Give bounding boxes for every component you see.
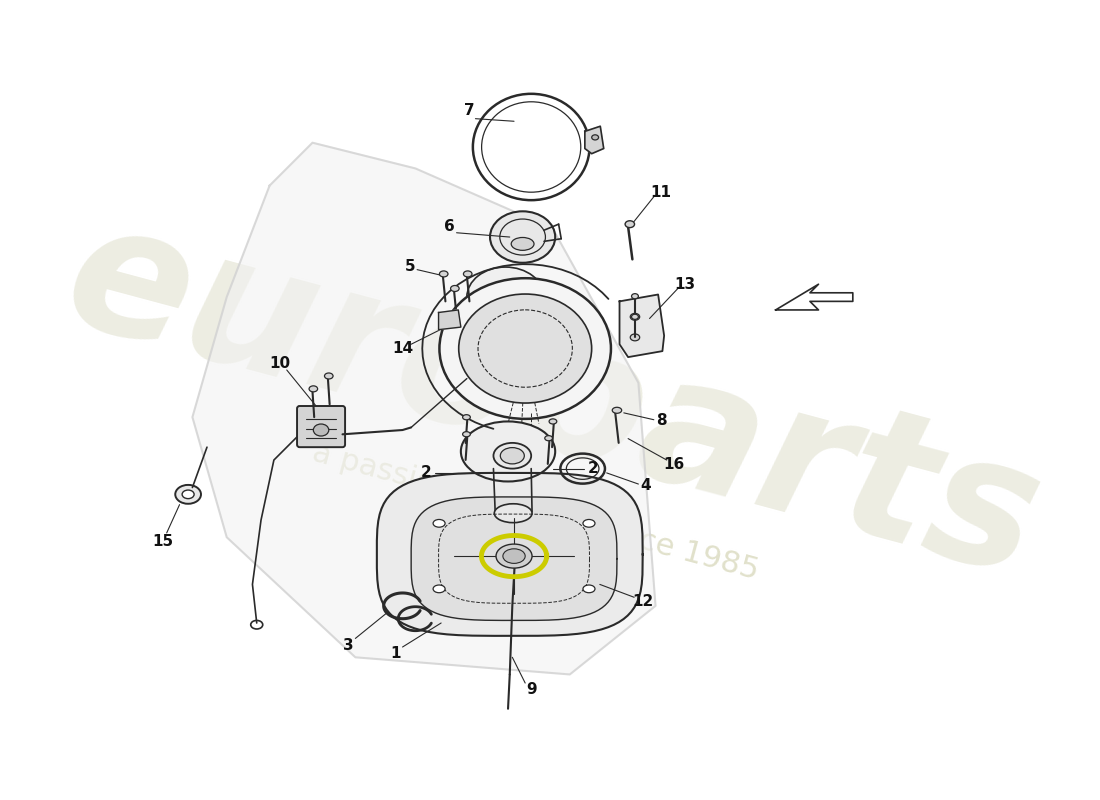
Ellipse shape (625, 221, 635, 228)
Ellipse shape (592, 135, 598, 140)
Ellipse shape (439, 278, 610, 419)
Text: 8: 8 (657, 413, 667, 428)
Ellipse shape (630, 334, 640, 341)
Polygon shape (377, 473, 642, 636)
Ellipse shape (496, 544, 532, 568)
Text: 2: 2 (420, 466, 431, 481)
Polygon shape (439, 310, 461, 330)
Ellipse shape (549, 419, 557, 424)
Text: 3: 3 (343, 638, 354, 653)
Ellipse shape (583, 519, 595, 527)
Ellipse shape (461, 422, 556, 482)
Ellipse shape (494, 443, 531, 469)
Ellipse shape (433, 585, 446, 593)
Ellipse shape (512, 238, 534, 250)
FancyBboxPatch shape (297, 406, 345, 447)
Text: 10: 10 (270, 357, 290, 371)
Ellipse shape (309, 386, 318, 392)
Text: 6: 6 (444, 219, 455, 234)
Text: 14: 14 (392, 341, 414, 356)
Text: 11: 11 (650, 185, 671, 200)
Ellipse shape (463, 414, 471, 420)
Text: 4: 4 (641, 478, 651, 494)
Ellipse shape (613, 407, 621, 414)
Ellipse shape (451, 286, 459, 291)
Text: 15: 15 (152, 534, 173, 549)
Text: 5: 5 (405, 258, 416, 274)
Text: 2: 2 (587, 461, 598, 476)
Ellipse shape (463, 432, 471, 437)
Text: europarts: europarts (48, 186, 1057, 614)
Text: 12: 12 (632, 594, 653, 609)
Text: a passion for parts since 1985: a passion for parts since 1985 (309, 438, 762, 585)
Text: 1: 1 (390, 646, 400, 662)
Ellipse shape (439, 271, 448, 277)
Text: 13: 13 (674, 277, 695, 292)
Ellipse shape (630, 314, 640, 320)
Text: 7: 7 (464, 102, 475, 118)
Polygon shape (411, 497, 617, 621)
Text: 16: 16 (663, 457, 684, 472)
Ellipse shape (314, 424, 329, 436)
Text: 9: 9 (527, 682, 538, 698)
Ellipse shape (324, 373, 333, 379)
Ellipse shape (494, 504, 532, 522)
Ellipse shape (466, 267, 544, 327)
Ellipse shape (631, 294, 638, 298)
Polygon shape (776, 284, 853, 310)
Ellipse shape (433, 519, 446, 527)
Polygon shape (192, 142, 656, 674)
Ellipse shape (583, 585, 595, 593)
Ellipse shape (459, 294, 592, 403)
Ellipse shape (183, 490, 194, 498)
Ellipse shape (544, 436, 552, 441)
Ellipse shape (490, 211, 556, 262)
Ellipse shape (175, 485, 201, 504)
Ellipse shape (463, 271, 472, 277)
Polygon shape (585, 126, 604, 154)
Ellipse shape (631, 314, 638, 319)
Polygon shape (619, 294, 664, 357)
Ellipse shape (500, 448, 525, 464)
Ellipse shape (503, 549, 525, 563)
